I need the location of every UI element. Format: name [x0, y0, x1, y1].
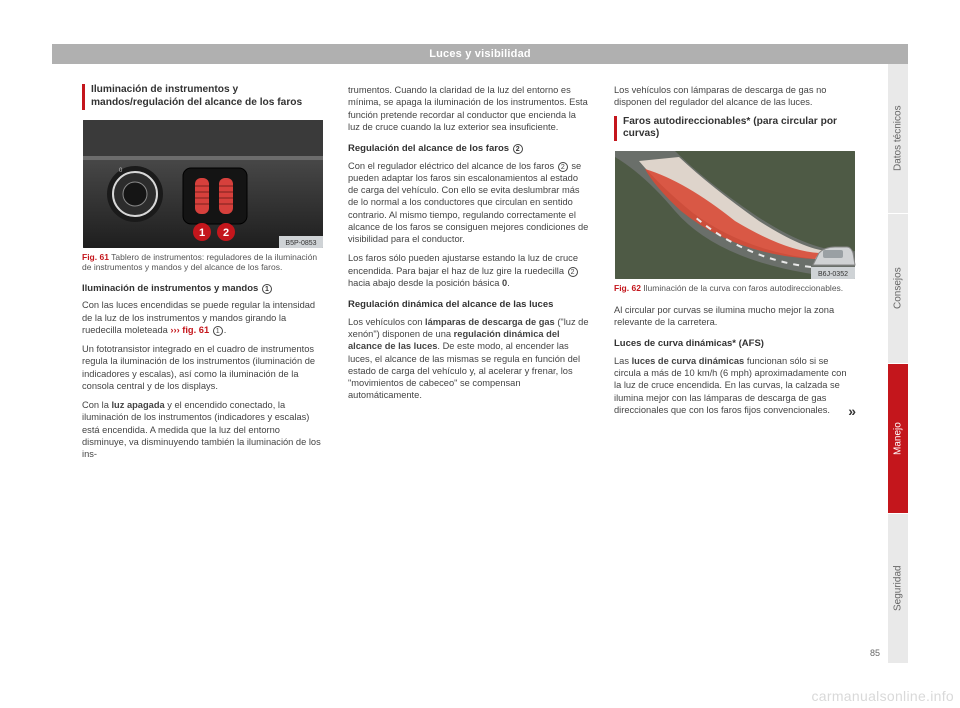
fig-caption-text: Tablero de instrumentos: reguladores de … — [82, 252, 317, 273]
bold-text: luces de curva dinámicas — [632, 356, 745, 366]
fig-ref: ››› fig. 61 — [170, 325, 211, 335]
svg-text:B5P-0853: B5P-0853 — [285, 240, 316, 247]
heading-text: Iluminación de instrumentos y mandos/reg… — [91, 84, 324, 110]
paragraph: Los faros sólo pueden ajustarse estando … — [348, 252, 590, 289]
column-1: Iluminación de instrumentos y mandos/reg… — [82, 84, 324, 640]
subhead-iluminacion-mandos: Iluminación de instrumentos y mandos 1 — [82, 283, 324, 296]
text: . — [224, 325, 227, 335]
continuation-mark: » — [848, 402, 856, 420]
figure-61-svg: 0 1 2 — [82, 120, 324, 248]
subhead-afs: Luces de curva dinámicas* (AFS) — [614, 338, 856, 351]
paragraph: Con las luces encendidas se puede regula… — [82, 299, 324, 336]
paragraph: Las luces de curva dinámicas funcionan s… — [614, 355, 856, 416]
paragraph: Un fototransistor integrado en el cuadro… — [82, 343, 324, 392]
text: hacia abajo desde la posición básica — [348, 278, 502, 288]
paragraph: Con el regulador eléctrico del alcance d… — [348, 160, 590, 246]
paragraph: trumentos. Cuando la claridad de la luz … — [348, 84, 590, 133]
svg-text:2: 2 — [223, 227, 229, 239]
page-content: Iluminación de instrumentos y mandos/reg… — [82, 84, 856, 640]
column-3: Los vehículos con lámparas de descarga d… — [614, 84, 856, 640]
figure-62-svg: B6J-0352 — [614, 151, 856, 279]
paragraph: Los vehículos con lámparas de descarga d… — [614, 84, 856, 109]
page-number: 85 — [870, 648, 880, 658]
paragraph: Con la luz apagada y el encendido conect… — [82, 399, 324, 460]
ref-marker-2: 2 — [513, 144, 523, 154]
figure-61-caption: Fig. 61 Tablero de instrumentos: regulad… — [82, 252, 324, 273]
text: Los vehículos con — [348, 317, 425, 327]
fig-caption-text: Iluminación de la curva con faros autodi… — [641, 283, 843, 293]
bold-text: lámparas de descarga de gas — [425, 317, 555, 327]
paragraph: Los vehículos con lámparas de descarga d… — [348, 316, 590, 402]
subhead-text: Regulación del alcance de los faros — [348, 143, 512, 154]
fig-label: Fig. 61 — [82, 252, 109, 262]
ref-marker-1: 1 — [262, 284, 272, 294]
bold-text: luz apagada — [111, 400, 164, 410]
text: Con el regulador eléctrico del alcance d… — [348, 161, 557, 171]
manual-page: Luces y visibilidad Datos técnicos Conse… — [52, 44, 908, 664]
side-tabs: Datos técnicos Consejos Manejo Seguridad — [888, 64, 908, 664]
tab-consejos[interactable]: Consejos — [888, 214, 908, 364]
subhead-regulacion-faros: Regulación del alcance de los faros 2 — [348, 143, 590, 156]
text: Los faros sólo pueden ajustarse estando … — [348, 253, 578, 275]
section-header: Luces y visibilidad — [52, 44, 908, 64]
tab-seguridad[interactable]: Seguridad — [888, 514, 908, 664]
tab-manejo[interactable]: Manejo — [888, 364, 908, 514]
subhead-text: Iluminación de instrumentos y mandos — [82, 283, 261, 294]
figure-62-caption: Fig. 62 Iluminación de la curva con faro… — [614, 283, 856, 294]
subhead-regulacion-dinamica: Regulación dinámica del alcance de las l… — [348, 299, 590, 312]
text: . — [507, 278, 510, 288]
fig-label: Fig. 62 — [614, 283, 641, 293]
column-2: trumentos. Cuando la claridad de la luz … — [348, 84, 590, 640]
heading-text: Faros autodireccionables* (para circular… — [623, 116, 856, 142]
ref-marker-2: 2 — [558, 162, 568, 172]
paragraph: Al circular por curvas se ilumina mucho … — [614, 304, 856, 329]
text: Con la — [82, 400, 111, 410]
ref-marker-1: 1 — [213, 326, 223, 336]
watermark: carmanualsonline.info — [812, 688, 955, 704]
figure-62: B6J-0352 — [614, 151, 856, 279]
tab-datos-tecnicos[interactable]: Datos técnicos — [888, 64, 908, 214]
ref-marker-2: 2 — [568, 267, 578, 277]
svg-text:1: 1 — [199, 227, 205, 239]
heading-faros-auto: Faros autodireccionables* (para circular… — [614, 116, 856, 142]
text: Las — [614, 356, 632, 366]
heading-iluminacion: Iluminación de instrumentos y mandos/reg… — [82, 84, 324, 110]
text: se pueden adaptar los faros sin escalona… — [348, 161, 588, 245]
figure-61: 0 1 2 — [82, 120, 324, 248]
svg-text:B6J-0352: B6J-0352 — [818, 271, 848, 278]
